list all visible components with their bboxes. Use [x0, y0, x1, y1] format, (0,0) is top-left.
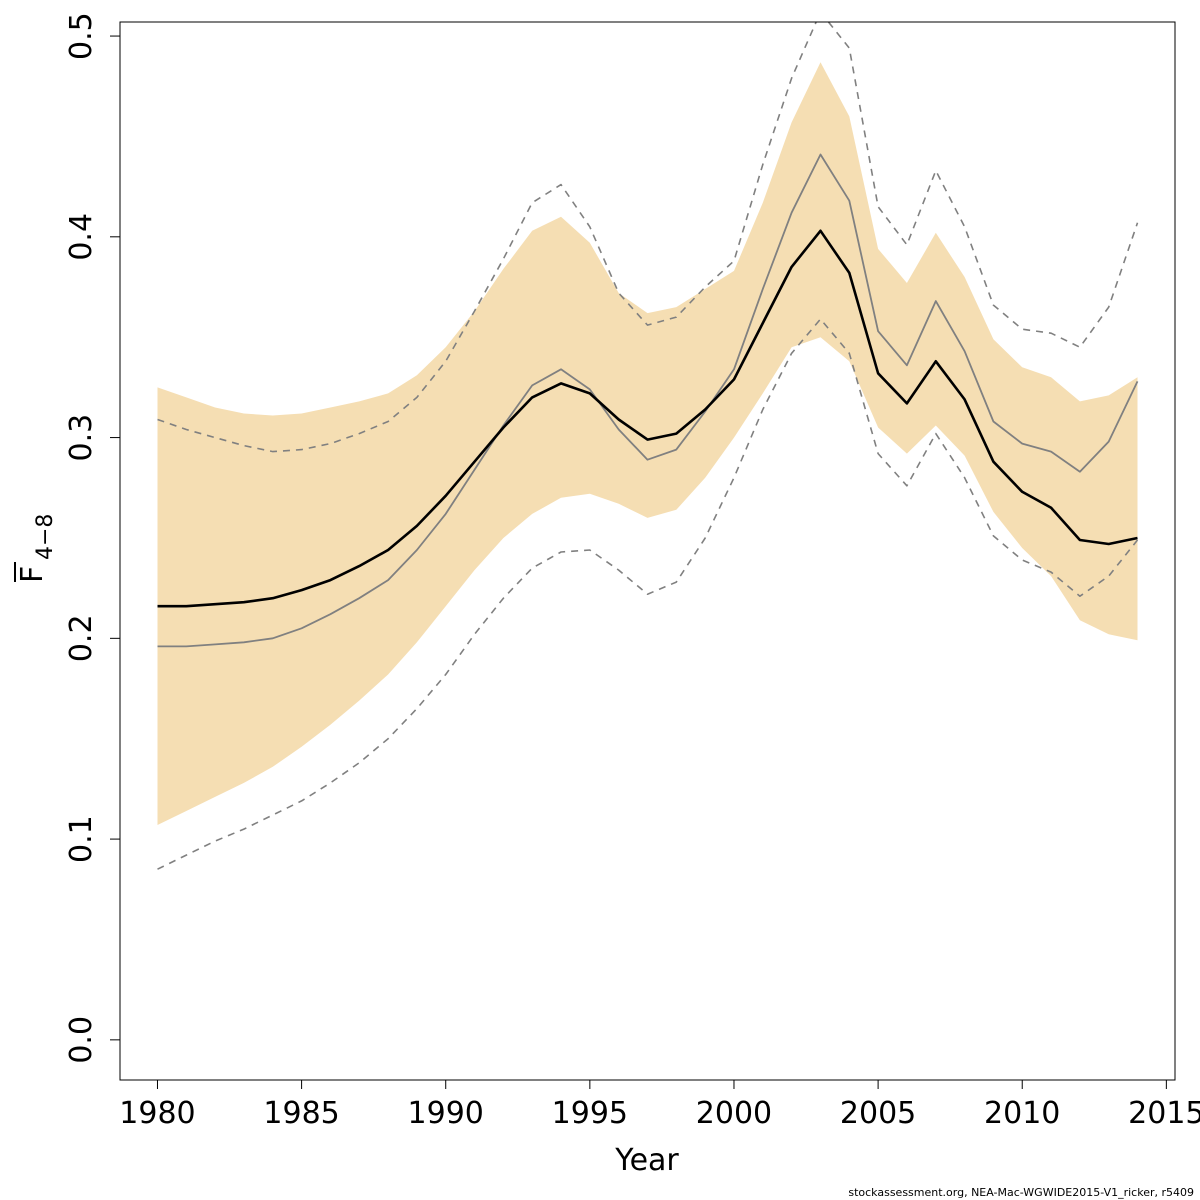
confidence-band-layer — [157, 62, 1138, 825]
y-tick-label: 0.5 — [64, 12, 99, 60]
y-tick-label: 0.2 — [64, 614, 99, 662]
x-tick-label: 1985 — [263, 1096, 339, 1131]
x-tick-label: 1990 — [408, 1096, 484, 1131]
y-tick-label: 0.3 — [64, 414, 99, 462]
x-axis-title: Year — [614, 1143, 679, 1178]
main-estimate-line — [157, 229, 1138, 608]
y-axis-title-main: F — [15, 566, 50, 583]
y-axis-title: F 4−8 — [14, 514, 58, 583]
confidence-band — [157, 62, 1138, 825]
y-tick-label: 0.1 — [64, 815, 99, 863]
y-axis-title-subscript: 4−8 — [33, 514, 58, 560]
y-axis: 0.0 0.1 0.2 0.3 0.4 0.5 — [64, 12, 121, 1064]
x-tick-label: 2000 — [696, 1096, 772, 1131]
y-tick-label: 0.4 — [64, 213, 99, 261]
y-tick-label: 0.0 — [64, 1016, 99, 1064]
dashed-upper-line — [157, 22, 1139, 453]
x-tick-label: 2010 — [984, 1096, 1060, 1131]
x-tick-label: 1995 — [552, 1096, 628, 1131]
secondary-estimate-line — [157, 153, 1139, 648]
x-axis: 1980 1985 1990 1995 2000 2005 2010 2015 — [119, 1079, 1200, 1131]
dashed-lower-line — [157, 318, 1139, 870]
footer-note: stockassessment.org, NEA-Mac-WGWIDE2015-… — [848, 1186, 1194, 1199]
x-tick-label: 2005 — [840, 1096, 916, 1131]
series-line-layer — [157, 22, 1139, 870]
x-tick-label: 1980 — [119, 1096, 195, 1131]
x-tick-label: 2015 — [1128, 1096, 1200, 1131]
